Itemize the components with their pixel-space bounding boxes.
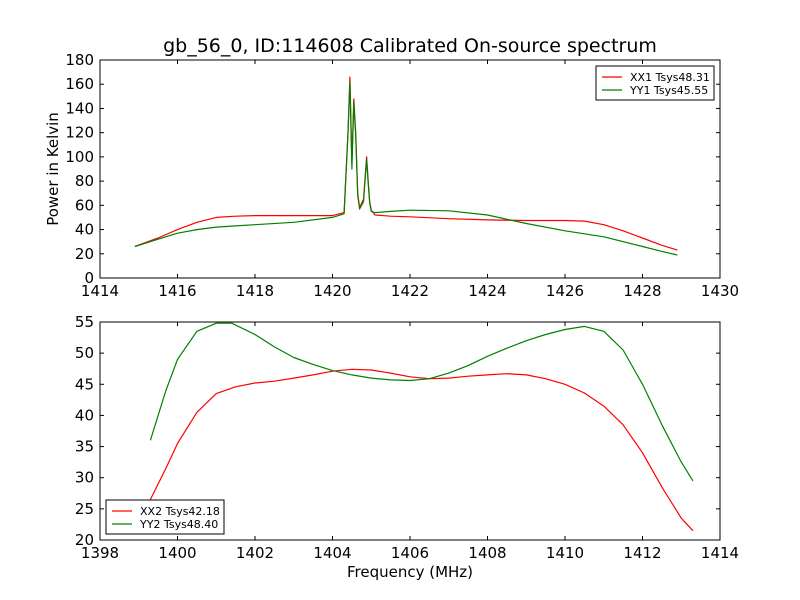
x-tick-label: 1416 <box>158 282 196 300</box>
x-tick-label: 1404 <box>313 544 351 562</box>
legend-label: XX2 Tsys42.18 <box>140 505 220 518</box>
x-tick-label: 1426 <box>546 282 584 300</box>
chart-title: gb_56_0, ID:114608 Calibrated On-source … <box>163 35 657 57</box>
legend-box <box>105 499 225 535</box>
legend-label: YY1 Tsys45.55 <box>629 84 708 97</box>
x-tick-label: 1414 <box>81 282 119 300</box>
y-tick-label: 20 <box>75 245 94 263</box>
y-tick-label: 100 <box>65 148 94 166</box>
x-tick-label: 1408 <box>468 544 506 562</box>
x-tick-label: 1424 <box>468 282 506 300</box>
legend-label: YY2 Tsys48.40 <box>139 518 218 531</box>
top-ylabel: Power in Kelvin <box>44 112 62 226</box>
x-tick-label: 1428 <box>623 282 661 300</box>
y-tick-label: 20 <box>75 531 94 549</box>
y-tick-label: 60 <box>75 196 94 214</box>
bottom-panel: 1398 1400 1402 1404 1406 1408 1410 1412 1414 20 25… <box>75 313 739 562</box>
x-tick-label: 1402 <box>236 544 274 562</box>
y-tick-label: 50 <box>75 344 94 362</box>
y-tick-label: 40 <box>75 406 94 424</box>
x-tick-label: 1420 <box>313 282 351 300</box>
series-line-2 <box>149 322 694 482</box>
y-tick-label: 40 <box>75 221 94 239</box>
y-tick-label: 35 <box>75 438 94 456</box>
x-tick-label: 1414 <box>701 544 739 562</box>
x-tick-label: 1430 <box>701 282 739 300</box>
x-tick-label: 1422 <box>391 282 429 300</box>
y-tick-label: 180 <box>65 51 94 69</box>
y-tick-label: 140 <box>65 99 94 117</box>
y-tick-label: 80 <box>75 172 94 190</box>
bottom-xlabel: Frequency (MHz) <box>347 563 473 581</box>
x-tick-label: 1406 <box>391 544 429 562</box>
y-tick-label: 25 <box>75 500 94 518</box>
y-tick-label: 120 <box>65 124 94 142</box>
x-tick-label: 1410 <box>546 544 584 562</box>
legend-box <box>595 65 715 101</box>
series-line-1 <box>149 368 694 532</box>
y-tick-label: 0 <box>84 269 94 287</box>
x-tick-label: 1398 <box>81 544 119 562</box>
y-tick-label: 160 <box>65 75 94 93</box>
legend-label: XX1 Tsys48.31 <box>630 71 710 84</box>
top-panel: 1414 1416 1418 1420 1422 1424 1426 1428 1430 0 20 4… <box>65 51 739 300</box>
series-line-2 <box>134 81 678 256</box>
y-tick-label: 55 <box>75 313 94 331</box>
y-tick-label: 30 <box>75 469 94 487</box>
x-tick-label: 1400 <box>158 544 196 562</box>
x-tick-label: 1418 <box>236 282 274 300</box>
y-tick-label: 45 <box>75 375 94 393</box>
x-tick-label: 1412 <box>623 544 661 562</box>
